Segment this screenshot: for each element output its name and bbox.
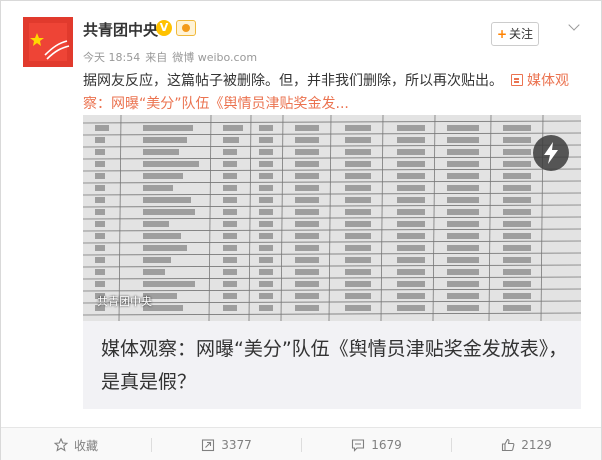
user-name[interactable]: 共青团中央 xyxy=(83,21,159,39)
divider xyxy=(301,438,302,452)
post-meta: 今天 18:54 来自 微博 weibo.com xyxy=(83,49,262,65)
divider xyxy=(151,438,152,452)
repost-button[interactable]: 3377 xyxy=(152,428,301,460)
post-time[interactable]: 今天 18:54 xyxy=(83,51,141,64)
play-icon[interactable] xyxy=(533,135,569,171)
action-bar: 收藏 3377 1679 2129 xyxy=(1,427,601,460)
media-card[interactable]: 共青团中央 媒体观察：网曝“美分”队伍《舆情员津贴奖金发放表》，是真是假？ xyxy=(83,115,581,409)
favorite-button[interactable]: 收藏 xyxy=(1,428,151,460)
media-thumbnail[interactable]: 共青团中央 xyxy=(83,115,581,321)
verified-icon: V xyxy=(156,20,172,36)
follow-button[interactable]: + 关注 xyxy=(491,22,539,46)
media-title[interactable]: 媒体观察：网曝“美分”队伍《舆情员津贴奖金发放表》，是真是假？ xyxy=(101,338,568,393)
comment-button[interactable]: 1679 xyxy=(302,428,451,460)
comment-icon xyxy=(352,439,365,452)
chevron-down-icon[interactable] xyxy=(567,20,581,34)
post-source[interactable]: 微博 weibo.com xyxy=(172,51,258,64)
repost-icon xyxy=(202,439,215,452)
source-prefix: 来自 xyxy=(145,51,168,64)
badge-icon[interactable] xyxy=(176,20,196,36)
avatar[interactable] xyxy=(23,17,73,67)
like-count: 2129 xyxy=(521,438,552,452)
star-icon xyxy=(53,438,68,452)
plus-icon: + xyxy=(496,27,508,41)
divider xyxy=(451,438,452,452)
post-link[interactable]: 媒体观察：网曝“美分”队伍《舆情员津贴奖金发... xyxy=(83,73,569,112)
like-icon xyxy=(502,438,515,452)
like-button[interactable]: 2129 xyxy=(452,428,601,460)
favorite-label: 收藏 xyxy=(73,438,98,453)
post-text: 据网友反应，这篇帖子被删除。但，并非我们删除，所以再次贴出。 媒体观察：网曝“美分… xyxy=(83,70,588,116)
follow-label: 关注 xyxy=(509,27,534,41)
watermark: 共青团中央 xyxy=(97,295,152,308)
link-icon xyxy=(511,74,523,86)
repost-count: 3377 xyxy=(221,438,252,452)
comment-count: 1679 xyxy=(371,438,402,452)
post-body: 据网友反应，这篇帖子被删除。但，并非我们删除，所以再次贴出。 xyxy=(83,73,503,89)
